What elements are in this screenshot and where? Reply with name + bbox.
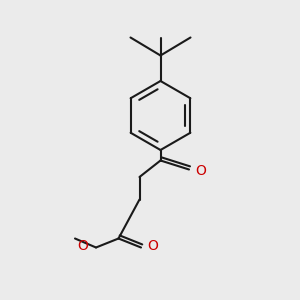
Text: O: O xyxy=(196,164,206,178)
Text: O: O xyxy=(148,239,158,253)
Text: O: O xyxy=(77,239,88,253)
